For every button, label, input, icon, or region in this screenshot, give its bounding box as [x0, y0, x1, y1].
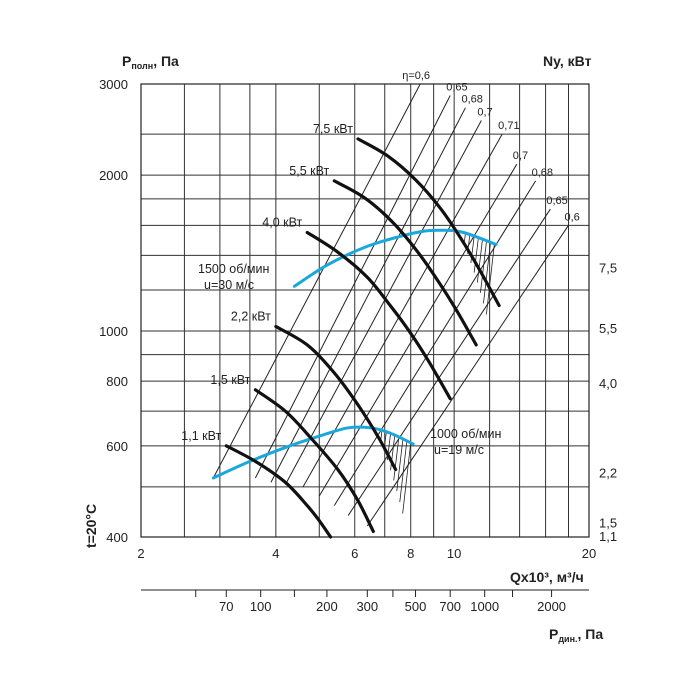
efficiency-label: 0,7	[477, 107, 492, 119]
power-axis-tick-label: 5,5	[599, 321, 617, 336]
power-curve	[274, 324, 398, 472]
power-axis-tick-label: 1,5	[599, 515, 617, 530]
dyn-pressure-tick-label: 700	[439, 599, 461, 614]
dyn-pressure-tick-label: 200	[316, 599, 338, 614]
y-axis-title: Pполн, Па	[122, 53, 179, 71]
x2-axis-title: Pдин., Па	[549, 626, 603, 644]
x-tick-label: 4	[272, 546, 279, 561]
power-curve	[305, 230, 452, 401]
fan-curve-label: 1000 об/мин	[430, 427, 501, 441]
efficiency-label: 0,65	[546, 195, 567, 207]
fan-curve-label: u=30 м/с	[204, 278, 254, 292]
dyn-pressure-tick-label: 70	[219, 599, 233, 614]
hatch-line	[480, 240, 487, 293]
efficiency-label: 0,71	[498, 120, 519, 132]
efficiency-label: 0,68	[461, 94, 482, 106]
dyn-pressure-tick-label: 2000	[537, 599, 566, 614]
plot-frame	[140, 83, 590, 538]
power-curves	[224, 137, 501, 539]
dyn-pressure-tick-label: 300	[356, 599, 378, 614]
efficiency-line	[318, 163, 518, 497]
hatch-line	[399, 440, 408, 503]
dyn-pressure-tick-label: 500	[405, 599, 427, 614]
power-axis-tick-label: 7,5	[599, 261, 617, 276]
hatch-line	[396, 438, 404, 492]
y-tick-label: 800	[106, 374, 128, 389]
fan-curve-label: u=19 м/с	[434, 443, 484, 457]
efficiency-line	[347, 208, 551, 516]
grid	[140, 83, 590, 597]
temperature-label: t=20°C	[83, 504, 99, 548]
efficiency-line	[284, 120, 482, 485]
efficiency-label: η=0,6	[402, 70, 430, 82]
efficiency-line	[254, 95, 451, 479]
dyn-pressure-tick-label: 1000	[470, 599, 499, 614]
y-tick-label: 600	[106, 439, 128, 454]
power-curve-label: 5,5 кВт	[289, 164, 329, 178]
hatch-line	[393, 436, 400, 481]
x-tick-label: 20	[582, 546, 596, 561]
efficiency-label: 0,6	[565, 211, 580, 223]
efficiency-line	[366, 225, 569, 527]
hatch-line	[483, 242, 491, 304]
efficiency-label: 0,68	[532, 167, 553, 179]
x-tick-label: 10	[447, 546, 461, 561]
power-curve	[356, 137, 501, 308]
power-curve-label: 4,0 кВт	[262, 215, 302, 229]
hatch-line	[485, 243, 495, 315]
hatch-line	[476, 239, 483, 283]
fan-curve	[211, 425, 415, 480]
power-curve	[224, 444, 333, 539]
x-tick-label: 8	[407, 546, 414, 561]
efficiency-line	[270, 107, 466, 483]
power-curve-label: 2,2 кВт	[231, 310, 271, 324]
x-tick-label: 6	[351, 546, 358, 561]
power-axis-tick-label: 2,2	[599, 466, 617, 481]
efficiency-label: 0,7	[513, 150, 528, 162]
hatch-line	[402, 442, 412, 514]
power-curve-label: 1,5 кВт	[210, 373, 250, 387]
hatch-line	[473, 237, 479, 273]
power-curve-label: 7,5 кВт	[313, 122, 353, 136]
efficiency-lines	[212, 83, 569, 527]
efficiency-line	[302, 133, 503, 488]
power-axis-tick-label: 1,1	[599, 529, 617, 544]
power-axis-tick-label: 4,0	[599, 376, 617, 391]
power-curve-label: 1,1 кВт	[181, 429, 221, 443]
power-curve	[253, 388, 375, 533]
y-tick-label: 2000	[99, 168, 128, 183]
x-tick-label: 2	[137, 546, 144, 561]
y-tick-label: 1000	[99, 324, 128, 339]
efficiency-label: 0,65	[446, 82, 467, 94]
fan-curve	[292, 228, 498, 288]
labels: 2 4 6 8 10 20 400 600 800 1000 2000 3000 70 100 200 300…	[99, 70, 617, 614]
power-curve	[332, 179, 478, 347]
fan-curve-label: 1500 об/мин	[198, 262, 269, 276]
dyn-pressure-tick-label: 100	[250, 599, 272, 614]
y-tick-label: 3000	[99, 77, 128, 92]
efficiency-line	[212, 83, 421, 479]
y-tick-label: 400	[106, 530, 128, 545]
x-axis-title: Qx10³, м³/ч	[510, 569, 584, 585]
efficiency-line	[333, 180, 537, 506]
y2-axis-title: Ny, кВт	[543, 53, 592, 69]
